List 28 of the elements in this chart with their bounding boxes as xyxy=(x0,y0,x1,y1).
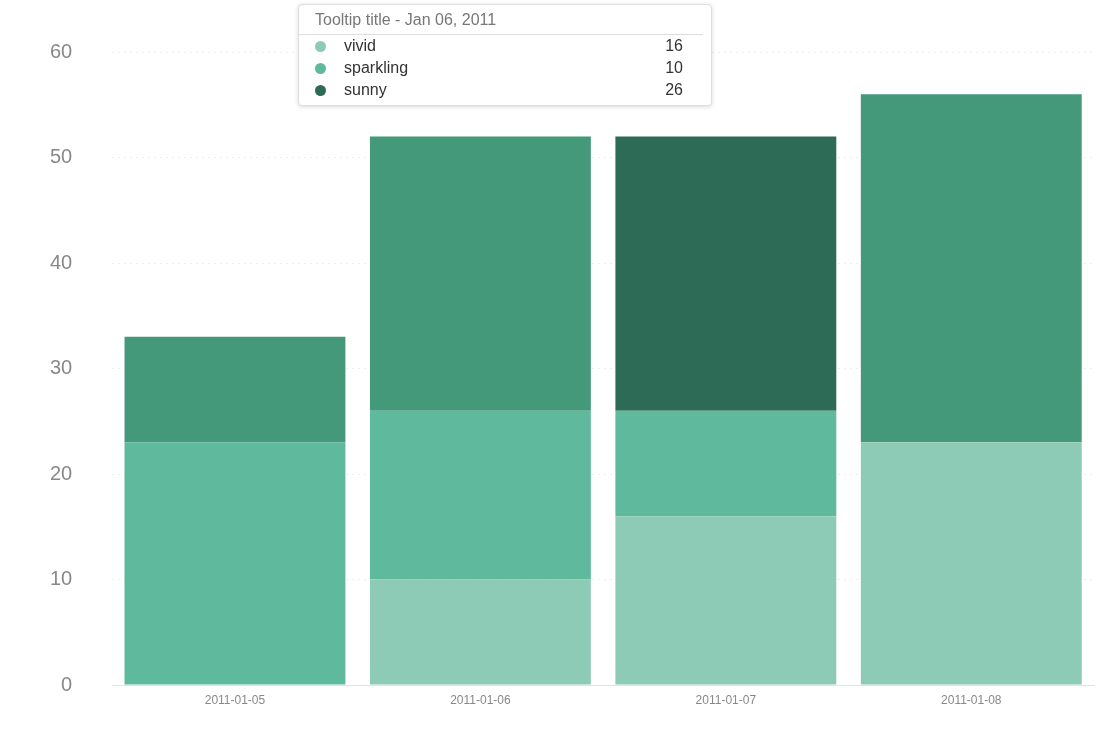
bar xyxy=(615,516,837,685)
legend-label: sparkling xyxy=(344,59,410,77)
bar xyxy=(124,442,346,685)
y-tick-label: 10 xyxy=(50,567,73,590)
bar xyxy=(369,579,591,685)
text: Tooltip title - Jan 06, 2011 xyxy=(299,5,703,35)
bar xyxy=(369,410,591,580)
bar xyxy=(124,336,346,443)
y-tick-label: 50 xyxy=(50,145,73,168)
bar xyxy=(369,136,591,411)
y-tick-label: 30 xyxy=(50,356,73,379)
bar xyxy=(615,136,837,411)
legend-label: sunny xyxy=(344,81,388,99)
y-tick-label: 40 xyxy=(50,250,73,273)
bar xyxy=(860,94,1082,443)
annotation: 26 xyxy=(665,81,683,99)
y-tick-label: 0 xyxy=(61,672,73,695)
annotation: 10 xyxy=(665,59,683,77)
bar xyxy=(615,410,837,517)
x-tick-label: 2011-01-07 xyxy=(695,692,757,707)
x-tick-label: 2011-01-05 xyxy=(204,692,266,707)
bar xyxy=(860,442,1082,685)
legend-label: vivid xyxy=(344,37,377,55)
y-tick-label: 60 xyxy=(50,39,73,62)
annotation: 16 xyxy=(665,37,683,55)
x-tick-label: 2011-01-06 xyxy=(450,692,511,707)
x-tick-label: 2011-01-08 xyxy=(941,692,1002,707)
y-tick-label: 20 xyxy=(50,461,73,484)
